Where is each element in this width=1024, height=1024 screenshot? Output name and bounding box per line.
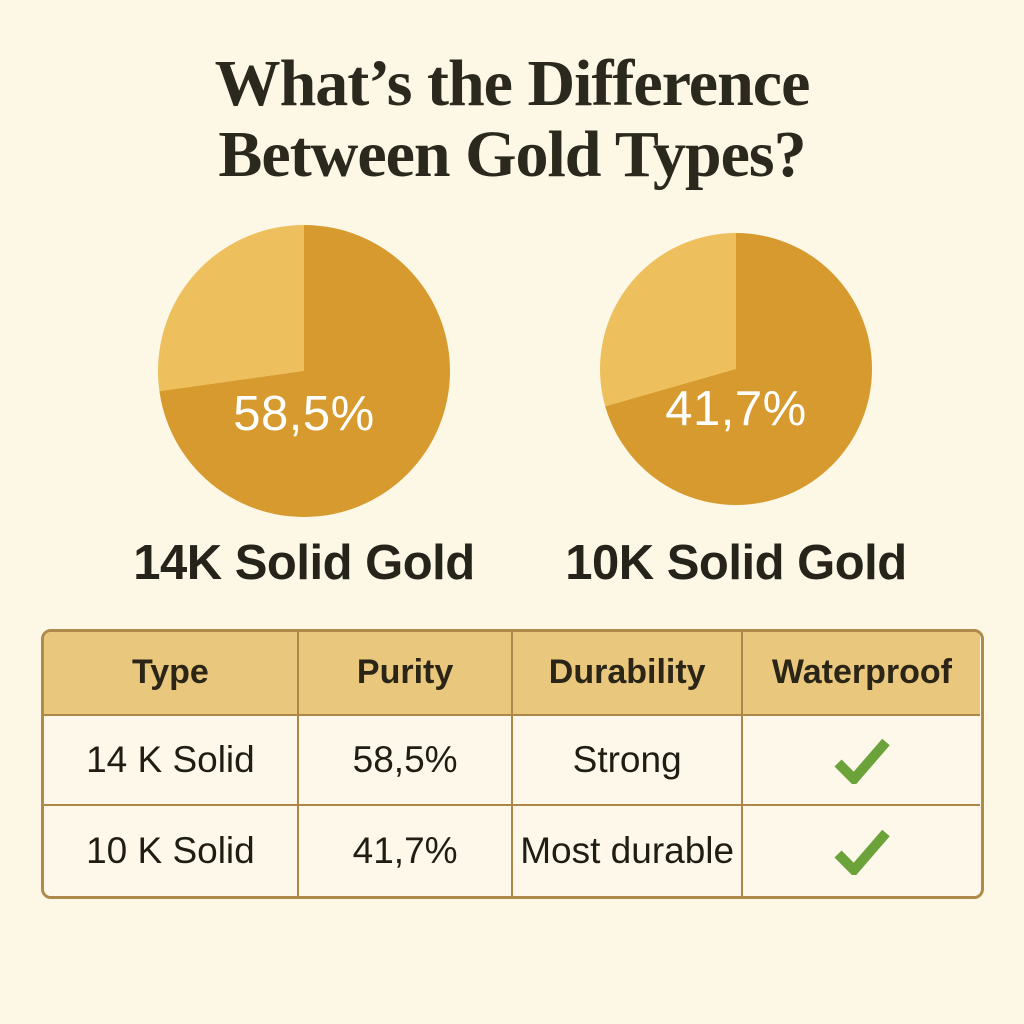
pie-value-label-10k: 41,7%: [665, 382, 807, 437]
table-cell-durability-10k: Most durable: [512, 805, 744, 896]
pie-value-label-14k: 58,5%: [233, 387, 375, 442]
pie-chart-14k: 58,5%: [158, 224, 450, 517]
pie-column-10k: 41,7% 10K Solid Gold: [520, 225, 952, 591]
pie-charts-row: 58,5% 14K Solid Gold 41,7% 10K Solid Gol…: [8, 224, 1024, 591]
comparison-table: Type Purity Durability Waterproof 14 K S…: [40, 628, 984, 899]
table-cell-durability-14k: Strong: [512, 715, 744, 806]
table-header-type: Type: [43, 631, 300, 716]
table-header-waterproof: Waterproof: [743, 631, 981, 716]
table-cell-purity-10k: 41,7%: [299, 805, 513, 896]
checkmark-icon: [834, 829, 890, 875]
page-title-line-2: Between Gold Types?: [218, 118, 806, 192]
table-cell-waterproof-14k: [743, 715, 981, 806]
table-header-purity: Purity: [299, 631, 513, 716]
pie-chart-10k: 41,7%: [600, 232, 872, 505]
page-title: What’s the Difference Between Gold Types…: [0, 48, 1024, 191]
pie-column-14k: 58,5% 14K Solid Gold: [88, 224, 520, 591]
table-cell-waterproof-10k: [743, 805, 981, 896]
table-cell-type-10k: 10 K Solid: [43, 805, 300, 896]
pie-caption-10k: 10K Solid Gold: [565, 535, 907, 590]
pie-stage-10k: 41,7%: [600, 225, 872, 521]
table-header-durability: Durability: [512, 631, 744, 716]
checkmark-icon: [834, 738, 890, 784]
pie-caption-14k: 14K Solid Gold: [133, 535, 475, 590]
table-cell-type-14k: 14 K Solid: [43, 715, 300, 806]
page-title-line-1: What’s the Difference: [214, 47, 811, 120]
pie-stage-14k: 58,5%: [158, 224, 450, 521]
table-cell-purity-14k: 58,5%: [299, 715, 513, 806]
